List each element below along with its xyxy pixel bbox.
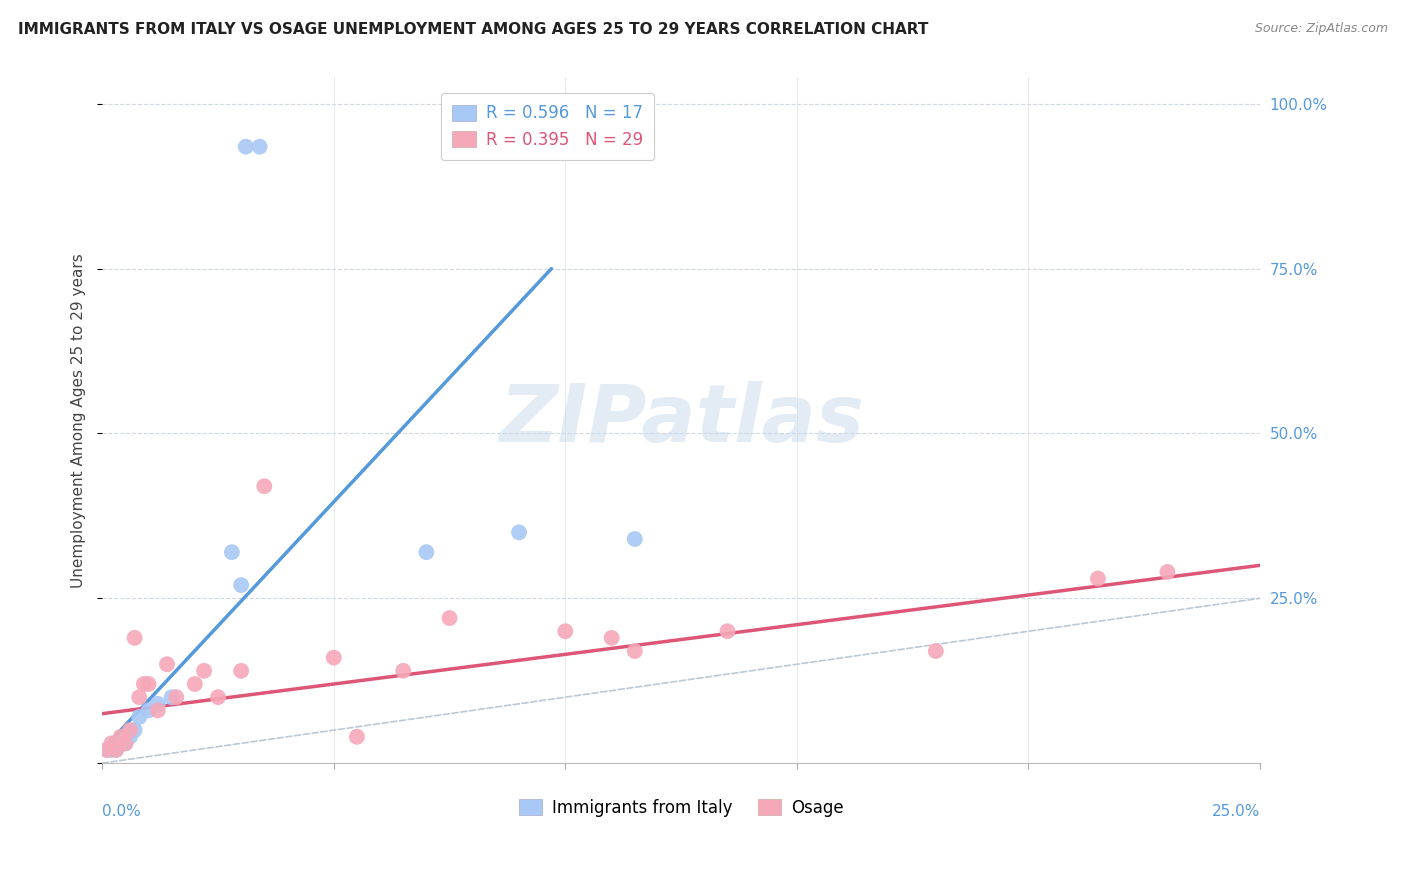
Point	[156, 657, 179, 672]
Point	[128, 710, 150, 724]
Legend: Immigrants from Italy, Osage: Immigrants from Italy, Osage	[512, 792, 851, 823]
Point	[132, 677, 155, 691]
Text: IMMIGRANTS FROM ITALY VS OSAGE UNEMPLOYMENT AMONG AGES 25 TO 29 YEARS CORRELATIO: IMMIGRANTS FROM ITALY VS OSAGE UNEMPLOYM…	[18, 22, 928, 37]
Point	[600, 631, 623, 645]
Point	[623, 532, 645, 546]
Point	[346, 730, 368, 744]
Point	[207, 690, 229, 705]
Point	[322, 650, 344, 665]
Point	[114, 736, 136, 750]
Point	[100, 743, 122, 757]
Point	[1087, 572, 1109, 586]
Point	[221, 545, 243, 559]
Point	[392, 664, 415, 678]
Point	[193, 664, 215, 678]
Point	[124, 723, 146, 738]
Y-axis label: Unemployment Among Ages 25 to 29 years: Unemployment Among Ages 25 to 29 years	[72, 253, 86, 588]
Point	[146, 703, 169, 717]
Point	[165, 690, 187, 705]
Point	[415, 545, 437, 559]
Text: Source: ZipAtlas.com: Source: ZipAtlas.com	[1254, 22, 1388, 36]
Point	[508, 525, 530, 540]
Point	[105, 743, 128, 757]
Point	[110, 736, 132, 750]
Point	[1156, 565, 1178, 579]
Point	[716, 624, 738, 639]
Point	[124, 631, 146, 645]
Point	[231, 578, 253, 592]
Text: 25.0%: 25.0%	[1212, 805, 1260, 819]
Point	[138, 703, 160, 717]
Point	[100, 736, 122, 750]
Point	[96, 743, 118, 757]
Point	[114, 736, 136, 750]
Point	[138, 677, 160, 691]
Text: 0.0%: 0.0%	[103, 805, 141, 819]
Point	[118, 730, 141, 744]
Point	[925, 644, 948, 658]
Text: ZIPatlas: ZIPatlas	[499, 381, 863, 459]
Point	[105, 743, 128, 757]
Point	[105, 736, 128, 750]
Point	[253, 479, 276, 493]
Point	[118, 723, 141, 738]
Point	[110, 730, 132, 744]
Point	[554, 624, 576, 639]
Point	[96, 743, 118, 757]
Point	[439, 611, 461, 625]
Point	[249, 139, 271, 153]
Point	[231, 664, 253, 678]
Point	[128, 690, 150, 705]
Point	[184, 677, 207, 691]
Point	[623, 644, 645, 658]
Point	[235, 139, 257, 153]
Point	[160, 690, 183, 705]
Point	[146, 697, 169, 711]
